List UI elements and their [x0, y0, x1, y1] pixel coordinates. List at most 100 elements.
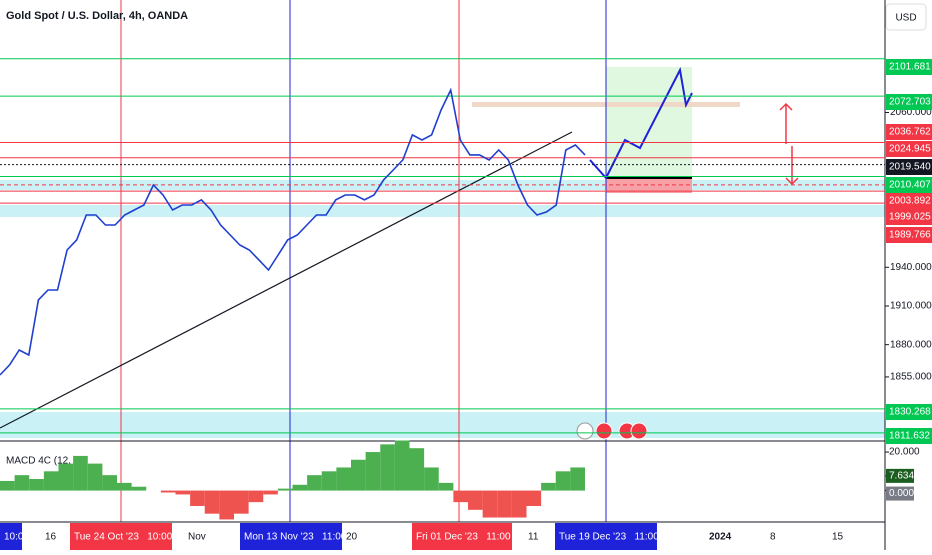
macd-bar [307, 475, 322, 491]
time-label: 20 [346, 532, 358, 543]
macd-bar [424, 467, 439, 491]
time-label: 11 [528, 532, 539, 543]
time-label: 10:00 [4, 532, 29, 543]
level-label: 2003.892 [889, 196, 931, 207]
level-badge [886, 227, 932, 243]
range-arrows [779, 102, 799, 186]
macd-bar [453, 490, 468, 503]
macd-bar [204, 490, 220, 514]
macd-bar [29, 479, 44, 491]
macd-bar [394, 440, 410, 491]
price-line [0, 87, 586, 376]
level-label: 2072.703 [889, 97, 931, 108]
level-badge [886, 404, 932, 420]
macd-bar [365, 452, 381, 491]
level-label: 1811.632 [889, 431, 930, 442]
level-badge [886, 209, 932, 225]
level-label: 1989.766 [889, 230, 931, 241]
macd-tick-label: 7.634 [889, 471, 914, 482]
macd-bar [14, 475, 30, 491]
macd-badge [886, 486, 914, 501]
macd-bar [175, 490, 191, 495]
time-badge [0, 523, 22, 550]
time-label: 16 [45, 532, 57, 543]
time-label: Fri 01 Dec '23 11:00 [416, 532, 511, 543]
macd-bar [351, 459, 366, 491]
level-badge [886, 94, 932, 110]
macd-bar [482, 490, 498, 518]
level-label: 1999.025 [889, 212, 931, 223]
time-label: Nov [188, 532, 206, 543]
target-box [606, 67, 692, 178]
macd-bar [497, 490, 512, 518]
macd-badge [886, 468, 914, 483]
price-tick-label: 1940.000 [890, 262, 932, 273]
level-label: 2101.681 [889, 62, 931, 73]
currency-button[interactable] [885, 3, 927, 31]
level-badge [886, 159, 932, 175]
zone [0, 412, 885, 438]
projection [589, 66, 693, 180]
price-tick-label: 1880.000 [890, 339, 932, 350]
macd-bar [58, 463, 74, 491]
macd-bar [277, 488, 293, 491]
time-label: 15 [832, 532, 844, 543]
level-badge [886, 177, 932, 193]
macd-bar [43, 471, 59, 491]
macd-bar [541, 482, 556, 491]
level-badge [886, 124, 932, 140]
level-badge [886, 193, 932, 209]
symbol-title: Gold Spot / U.S. Dollar, 4h, OANDA [6, 10, 188, 22]
macd-label: MACD 4C (12, 26) [6, 456, 88, 467]
macd-bar [570, 467, 585, 491]
macd-bar [555, 471, 571, 491]
level-label: 2019.540 [889, 162, 931, 173]
macd-bar [321, 471, 337, 491]
macd-tick-label: 20.000 [889, 447, 920, 458]
macd-bar [234, 490, 249, 514]
level-badge [886, 141, 932, 157]
time-badge [412, 523, 512, 550]
time-label: 8 [770, 532, 776, 543]
macd-bar [160, 490, 176, 493]
currency[interactable]: USD [895, 13, 916, 24]
macd-bar [380, 444, 395, 491]
macd-bar [190, 490, 205, 506]
stop-box [606, 178, 692, 193]
macd-tick-label: 0.000 [889, 488, 914, 499]
time-label: Tue 24 Oct '23 10:00 [74, 532, 173, 543]
time-label: 2024 [709, 532, 732, 543]
macd-bar [131, 486, 147, 491]
time-label: Mon 13 Nov '23 11:00 [244, 532, 347, 543]
macd-bar [526, 490, 542, 506]
time-badge [70, 523, 172, 550]
level-label: 1830.268 [889, 407, 931, 418]
macd-bar [102, 475, 117, 491]
macd-bar [219, 490, 234, 520]
event-icons [576, 422, 648, 440]
level-badge [886, 59, 932, 75]
zone [0, 205, 885, 217]
price-tick-label: 2060.000 [890, 107, 932, 118]
macd-bar [468, 490, 483, 510]
time-badge [555, 523, 657, 550]
macd-bar [0, 480, 15, 491]
price-tick-label: 1855.000 [890, 372, 932, 383]
macd-bar [511, 490, 527, 518]
macd-bar [292, 484, 308, 491]
level-badge [886, 428, 932, 444]
level-label: 2024.945 [889, 144, 931, 155]
macd-bar [117, 482, 132, 491]
macd-bar [438, 482, 454, 491]
macd-bar [73, 455, 88, 491]
price-tick-label: 1910.000 [890, 301, 932, 312]
macd-bar [248, 490, 264, 503]
macd-bar [336, 467, 351, 491]
time-badge [240, 523, 342, 550]
level-label: 2010.407 [889, 180, 931, 191]
trend-line [0, 131, 573, 429]
macd-bar [409, 448, 425, 491]
time-label: Tue 19 Dec '23 11:00 [559, 532, 659, 543]
macd-bar [263, 490, 278, 495]
